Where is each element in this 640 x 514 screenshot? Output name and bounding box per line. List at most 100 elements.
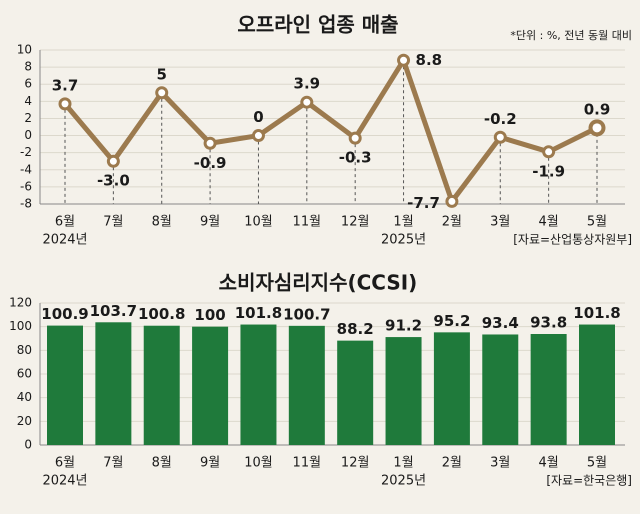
marker-inner — [592, 123, 602, 133]
data-label: -0.9 — [194, 154, 227, 172]
y-tick-label: 8 — [24, 60, 32, 74]
y-tick-label: 40 — [17, 390, 32, 404]
x-tick-label: 9월 — [200, 215, 220, 230]
bar — [95, 322, 132, 445]
marker — [397, 53, 411, 67]
x-tick-label: 10월 — [244, 456, 273, 471]
marker — [106, 154, 120, 168]
x-tick-label: 3월 — [490, 456, 510, 471]
bar — [433, 332, 470, 445]
bar — [385, 337, 422, 445]
data-label: -0.2 — [484, 110, 517, 128]
data-label: 3.7 — [52, 76, 79, 94]
marker — [58, 97, 72, 111]
source: [자료=산업통상자원부] — [513, 233, 632, 247]
y-tick-label: -6 — [20, 179, 32, 193]
data-label: 5 — [157, 65, 167, 83]
x-tick-label: 10월 — [244, 215, 273, 230]
x-tick-label: 2월 — [442, 456, 462, 471]
chart-title: 오프라인 업종 매출 — [237, 13, 398, 37]
data-label: 0.9 — [584, 100, 611, 118]
data-label: 88.2 — [337, 320, 374, 338]
x-year-label: 2024년 — [42, 233, 87, 248]
data-label: 101.8 — [573, 304, 620, 322]
x-tick-label: 9월 — [200, 456, 220, 471]
bar — [530, 334, 567, 445]
data-label: -7.7 — [407, 194, 440, 212]
note: *단위 : %, 전년 동월 대비 — [510, 29, 632, 42]
x-tick-label: 4월 — [539, 215, 559, 230]
bar — [240, 324, 277, 445]
x-tick-label: 2월 — [442, 215, 462, 230]
data-label: 91.2 — [385, 317, 422, 335]
x-tick-label: 4월 — [539, 456, 559, 471]
line — [63, 57, 599, 204]
marker — [445, 194, 459, 208]
x-tick-label: 3월 — [490, 215, 510, 230]
data-label: 100.9 — [41, 305, 88, 323]
bar — [288, 325, 325, 445]
bar — [482, 334, 519, 445]
x-tick-label: 7월 — [103, 215, 123, 230]
y-tick-label: 6 — [24, 77, 32, 91]
data-label: -3.0 — [97, 172, 130, 190]
x-tick-label: 5월 — [587, 456, 607, 471]
data-label: 0 — [253, 108, 263, 126]
x-tick-label: 12월 — [341, 215, 370, 230]
y-tick-label: 0 — [24, 128, 32, 142]
x-tick-label: 12월 — [341, 456, 370, 471]
bar — [192, 326, 229, 445]
x-tick-label: 6월 — [55, 456, 75, 471]
y-tick-label: 2 — [24, 111, 32, 125]
bar — [337, 340, 374, 445]
bar — [579, 324, 615, 445]
y-tick-label: 20 — [17, 414, 32, 428]
x-tick-label: 1월 — [393, 456, 413, 471]
marker — [155, 86, 169, 100]
x-tick-label: 8월 — [152, 215, 172, 230]
data-label: 100.8 — [138, 305, 185, 323]
chart-title: 소비자심리지수(CCSI) — [219, 271, 418, 295]
data-label: 101.8 — [235, 304, 282, 322]
data-label: 93.8 — [530, 314, 567, 332]
x-tick-label: 6월 — [55, 215, 75, 230]
data-label: 95.2 — [433, 312, 470, 330]
x-year-label: 2025년 — [381, 474, 426, 489]
data-label: -1.9 — [532, 162, 565, 180]
data-label: -0.3 — [339, 149, 372, 167]
y-tick-label: 0 — [24, 438, 32, 452]
marker — [542, 145, 556, 159]
x-tick-label: 1월 — [393, 215, 413, 230]
y-tick-label: 80 — [17, 343, 32, 357]
x-year-label: 2024년 — [42, 474, 87, 489]
y-tick-label: -8 — [20, 197, 32, 211]
x-year-label: 2025년 — [381, 233, 426, 248]
marker — [493, 130, 507, 144]
data-label: 93.4 — [482, 314, 519, 332]
x-tick-label: 11월 — [293, 456, 322, 471]
y-tick-label: 10 — [17, 43, 32, 57]
y-tick-label: 60 — [17, 367, 32, 381]
marker — [348, 131, 362, 145]
bar — [47, 325, 83, 445]
marker — [251, 129, 265, 143]
x-tick-label: 8월 — [152, 456, 172, 471]
data-label: 3.9 — [294, 75, 321, 93]
y-tick-label: -2 — [20, 145, 32, 159]
marker — [203, 136, 217, 150]
x-tick-label: 11월 — [293, 215, 322, 230]
x-tick-label: 7월 — [103, 456, 123, 471]
y-tick-label: 120 — [9, 296, 32, 310]
y-tick-label: -4 — [20, 162, 32, 176]
bar — [143, 325, 180, 445]
data-label: 100 — [194, 306, 225, 324]
y-tick-label: 100 — [9, 319, 32, 333]
y-tick-label: 4 — [24, 94, 32, 108]
data-label: 103.7 — [90, 302, 137, 320]
data-label: 100.7 — [283, 305, 330, 323]
x-tick-label: 5월 — [587, 215, 607, 230]
data-label: 8.8 — [416, 51, 443, 69]
marker — [300, 95, 314, 109]
